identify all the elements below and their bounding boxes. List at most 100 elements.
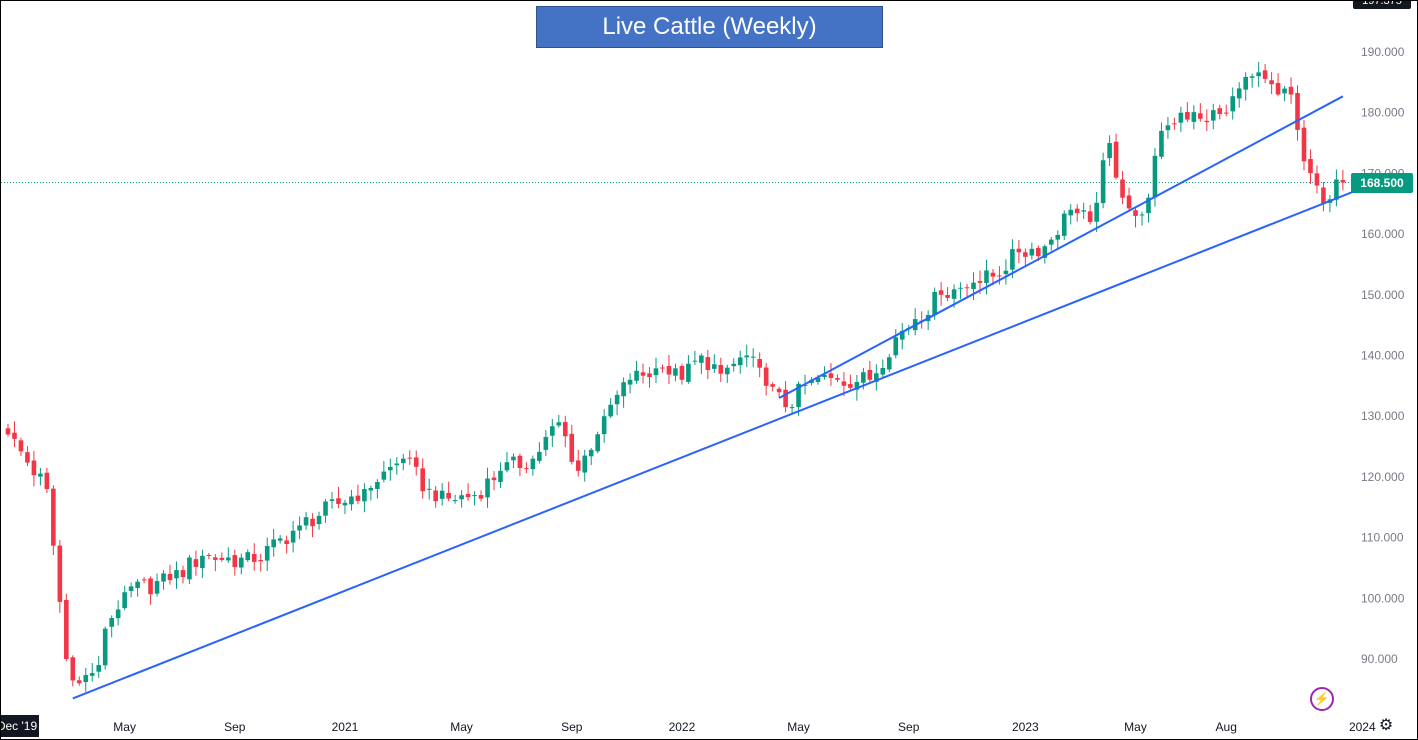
candle-body	[1068, 209, 1074, 216]
candle	[848, 374, 853, 390]
candle	[1042, 244, 1048, 264]
candle	[789, 403, 795, 415]
candle	[776, 386, 782, 398]
candle-body	[886, 357, 892, 370]
candle	[433, 486, 438, 508]
candle	[102, 626, 108, 670]
candle	[381, 461, 387, 483]
candle	[1308, 149, 1313, 185]
candle-body	[621, 382, 626, 397]
candle-body	[679, 365, 685, 380]
candle-body	[206, 554, 212, 556]
candle	[465, 483, 471, 501]
candle-body	[705, 357, 711, 370]
candle-body	[51, 488, 56, 546]
candle	[258, 553, 264, 572]
candle-body	[841, 381, 847, 386]
candle	[537, 442, 542, 464]
candle-body	[511, 456, 516, 461]
x-tick-label: 2023	[1012, 720, 1039, 734]
candle	[25, 446, 30, 467]
candle	[874, 364, 879, 391]
candle	[1120, 171, 1125, 205]
candle-body	[1120, 179, 1125, 198]
trendline-1	[72, 184, 1370, 700]
candle-body	[1081, 210, 1086, 212]
candle	[686, 355, 691, 384]
candle-body	[57, 545, 63, 602]
candle-body	[38, 473, 43, 477]
candle-body	[744, 355, 750, 358]
candle-body	[1288, 86, 1294, 95]
candle	[349, 489, 354, 511]
candle-body	[258, 560, 264, 562]
candle	[958, 282, 963, 300]
candle-body	[1165, 125, 1171, 131]
candle	[1275, 73, 1281, 97]
candle-body	[899, 330, 905, 340]
candle-body	[1295, 92, 1300, 130]
candle	[828, 363, 834, 386]
candle-body	[951, 289, 957, 299]
candle-body	[575, 460, 581, 471]
candle	[329, 492, 335, 509]
candle	[1288, 77, 1294, 104]
candle-body	[413, 457, 419, 467]
candle-body	[342, 502, 348, 506]
candle-body	[76, 680, 82, 684]
candle-body	[349, 496, 354, 505]
candle-body	[776, 388, 782, 393]
candle	[44, 467, 50, 494]
candle-body	[1042, 246, 1048, 258]
candle-body	[1308, 159, 1313, 174]
candle-body	[355, 495, 361, 501]
candle	[640, 363, 646, 384]
settings-icon[interactable]: ⚙	[1378, 717, 1394, 734]
candle-body	[718, 364, 724, 374]
candle	[1126, 187, 1132, 211]
candle	[200, 549, 205, 578]
flash-icon[interactable]: ⚡	[1310, 687, 1334, 711]
candle-body	[12, 432, 17, 439]
candle	[705, 349, 711, 380]
x-tick-label: 2022	[669, 720, 696, 734]
y-tick-label: 140.000	[1361, 349, 1405, 363]
candle-body	[310, 518, 315, 527]
x-tick-label: May	[1124, 720, 1147, 734]
candle-body	[504, 462, 510, 471]
candle	[601, 409, 607, 443]
candle	[1094, 191, 1099, 233]
candle	[64, 593, 69, 662]
candle	[1016, 240, 1022, 264]
candle	[394, 457, 400, 475]
candle	[595, 431, 600, 454]
candle-body	[1023, 252, 1028, 257]
candle	[660, 364, 665, 373]
chart-title: Live Cattle (Weekly)	[536, 6, 883, 48]
candle-body	[854, 382, 860, 390]
candle	[180, 565, 186, 584]
x-tick-label: Sep	[898, 720, 920, 734]
candle-body	[524, 468, 529, 470]
candle	[122, 585, 127, 611]
candle-body	[122, 592, 127, 609]
candle-body	[433, 490, 438, 502]
candle	[575, 449, 581, 477]
candle-body	[70, 657, 76, 681]
candle-body	[977, 281, 983, 283]
candle-body	[1029, 248, 1035, 256]
candle-body	[290, 530, 296, 543]
candle-body	[388, 466, 393, 471]
candle	[310, 513, 315, 538]
candle-body	[297, 525, 302, 531]
candle-body	[796, 383, 801, 408]
candle	[206, 553, 212, 560]
candle-body	[712, 364, 717, 369]
candle	[984, 259, 989, 295]
candle	[1165, 117, 1171, 139]
candle	[971, 272, 976, 301]
candle	[1217, 104, 1223, 120]
candle	[459, 490, 464, 508]
candle-body	[802, 384, 808, 386]
candle	[530, 455, 536, 476]
